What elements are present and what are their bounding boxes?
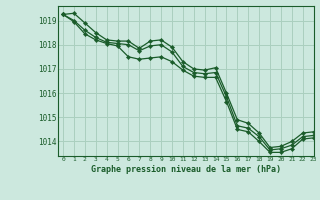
X-axis label: Graphe pression niveau de la mer (hPa): Graphe pression niveau de la mer (hPa) (91, 165, 281, 174)
